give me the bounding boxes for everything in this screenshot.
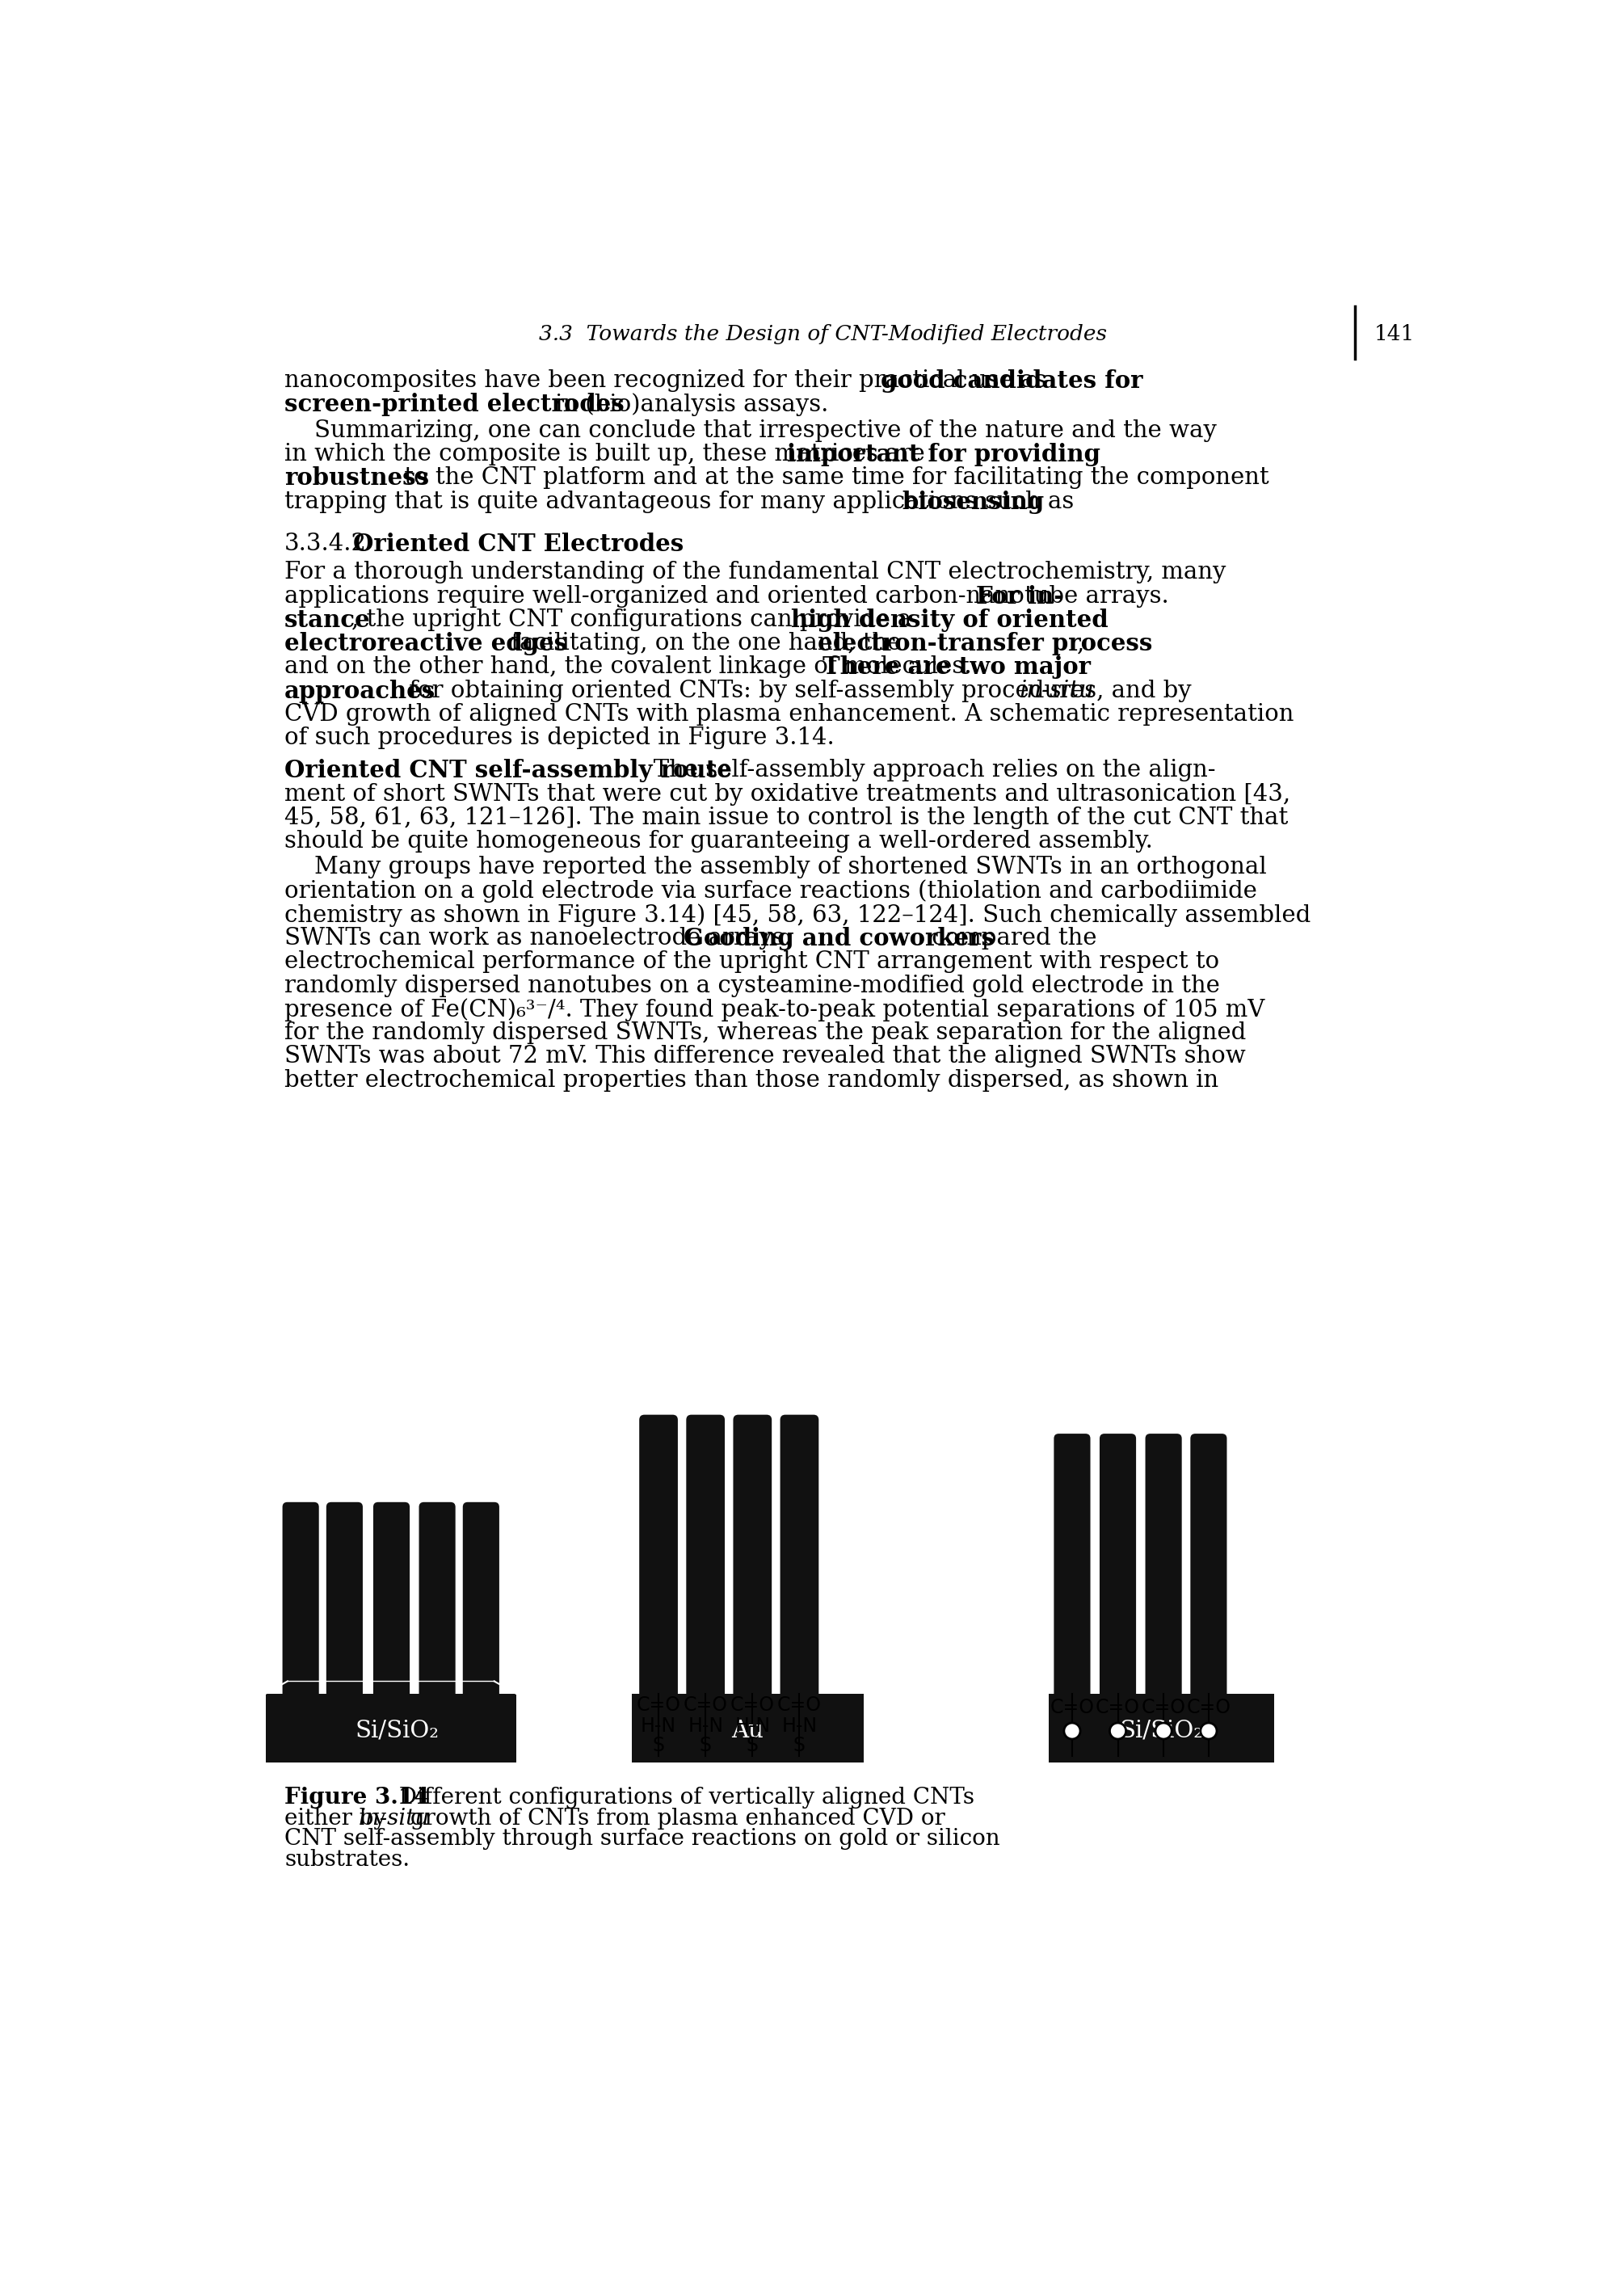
Text: facilitating, on the one hand, the: facilitating, on the one hand, the [503,632,909,655]
Text: in-situ: in-situ [1020,680,1095,701]
Text: electron-transfer process: electron-transfer process [818,632,1153,655]
FancyBboxPatch shape [780,1416,818,1698]
Text: C=O: C=O [1187,1698,1231,1716]
Text: for obtaining oriented CNTs: by self-assembly procedures, and by: for obtaining oriented CNTs: by self-ass… [401,680,1199,701]
Text: nanocomposites have been recognized for their practical use as: nanocomposites have been recognized for … [284,369,1054,392]
Text: substrates.: substrates. [284,1849,409,1869]
Text: 3.3  Towards the Design of CNT-Modified Electrodes: 3.3 Towards the Design of CNT-Modified E… [539,323,1108,344]
Text: to the CNT platform and at the same time for facilitating the component: to the CNT platform and at the same time… [396,467,1268,490]
Text: 45, 58, 61, 63, 121–126]. The main issue to control is the length of the cut CNT: 45, 58, 61, 63, 121–126]. The main issue… [284,806,1288,829]
Text: The self-assembly approach relies on the align-: The self-assembly approach relies on the… [632,758,1216,781]
Text: C=O: C=O [1096,1698,1140,1716]
Text: S: S [700,1737,711,1755]
Text: Si/SiO₂: Si/SiO₂ [356,1721,438,1741]
Bar [632,1693,864,1762]
Text: Oriented CNT self-assembly route: Oriented CNT self-assembly route [284,758,732,784]
Text: C=O: C=O [778,1695,822,1714]
Text: 3.3.4.2: 3.3.4.2 [284,532,367,554]
Text: CNT self-assembly through surface reactions on gold or silicon: CNT self-assembly through surface reacti… [284,1828,1000,1849]
Text: CVD growth of aligned CNTs with plasma enhancement. A schematic representation: CVD growth of aligned CNTs with plasma e… [284,703,1294,726]
Text: S: S [747,1737,758,1755]
Text: growth of CNTs from plasma enhanced CVD or: growth of CNTs from plasma enhanced CVD … [403,1808,945,1828]
Text: For a thorough understanding of the fundamental CNT electrochemistry, many: For a thorough understanding of the fund… [284,561,1226,584]
Text: compared the: compared the [924,928,1096,951]
FancyBboxPatch shape [326,1503,362,1698]
Text: H-N: H-N [687,1716,723,1737]
Text: better electrochemical properties than those randomly dispersed, as shown in: better electrochemical properties than t… [284,1070,1218,1091]
Bar [266,1693,516,1762]
Text: C=O: C=O [1049,1698,1095,1716]
Text: 141: 141 [1374,323,1415,344]
FancyBboxPatch shape [732,1416,771,1698]
Text: trapping that is quite advantageous for many applications such as: trapping that is quite advantageous for … [284,490,1082,513]
Text: approaches: approaches [284,680,435,703]
Text: in which the composite is built up, these matrices are: in which the composite is built up, thes… [284,442,932,465]
Text: electrochemical performance of the upright CNT arrangement with respect to: electrochemical performance of the uprig… [284,951,1220,974]
Ellipse shape [1109,1723,1125,1739]
Ellipse shape [1155,1723,1171,1739]
Text: for the randomly dispersed SWNTs, whereas the peak separation for the aligned: for the randomly dispersed SWNTs, wherea… [284,1022,1246,1045]
Text: There are two major: There are two major [823,655,1091,678]
Text: should be quite homogeneous for guaranteeing a well-ordered assembly.: should be quite homogeneous for guarante… [284,829,1153,852]
Text: S: S [653,1737,664,1755]
Text: Summarizing, one can conclude that irrespective of the nature and the way: Summarizing, one can conclude that irres… [284,419,1216,442]
Text: in-situ: in-situ [359,1808,430,1828]
Text: Different configurations of vertically aligned CNTs: Different configurations of vertically a… [385,1787,974,1810]
Text: Au: Au [732,1721,763,1741]
Text: For in-: For in- [976,584,1064,607]
Text: and on the other hand, the covalent linkage of molecules.: and on the other hand, the covalent link… [284,655,979,678]
FancyBboxPatch shape [687,1416,724,1698]
Text: biosensing: biosensing [901,490,1044,513]
Text: ment of short SWNTs that were cut by oxidative treatments and ultrasonication [4: ment of short SWNTs that were cut by oxi… [284,784,1291,806]
Text: Oriented CNT Electrodes: Oriented CNT Electrodes [354,532,684,557]
Text: screen-printed electrodes: screen-printed electrodes [284,394,624,417]
Text: C=O: C=O [731,1695,775,1714]
Text: Many groups have reported the assembly of shortened SWNTs in an orthogonal: Many groups have reported the assembly o… [284,857,1267,880]
Text: ,: , [1077,632,1085,655]
Text: stance: stance [284,609,370,632]
Text: orientation on a gold electrode via surface reactions (thiolation and carbodiimi: orientation on a gold electrode via surf… [284,880,1257,903]
Text: presence of Fe(CN)₆³⁻/⁴. They found peak-to-peak potential separations of 105 mV: presence of Fe(CN)₆³⁻/⁴. They found peak… [284,999,1265,1022]
Text: C=O: C=O [684,1695,728,1714]
Ellipse shape [1200,1723,1216,1739]
FancyBboxPatch shape [419,1503,455,1698]
Text: robustness: robustness [284,467,429,490]
Text: high density of oriented: high density of oriented [791,609,1108,632]
FancyBboxPatch shape [374,1503,409,1698]
Text: SWNTs can work as nanoelectrode arrays.: SWNTs can work as nanoelectrode arrays. [284,928,799,951]
Text: randomly dispersed nanotubes on a cysteamine-modified gold electrode in the: randomly dispersed nanotubes on a cystea… [284,974,1220,997]
Text: electroreactive edges: electroreactive edges [284,632,567,655]
Text: .: . [1012,490,1020,513]
Text: S: S [794,1737,806,1755]
Text: H-N: H-N [734,1716,770,1737]
Text: chemistry as shown in Figure 3.14) [45, 58, 63, 122–124]. Such chemically assemb: chemistry as shown in Figure 3.14) [45, … [284,903,1311,926]
Text: SWNTs was about 72 mV. This difference revealed that the aligned SWNTs show: SWNTs was about 72 mV. This difference r… [284,1045,1246,1068]
Text: Figure 3.14: Figure 3.14 [284,1787,429,1810]
FancyBboxPatch shape [1145,1434,1182,1698]
FancyBboxPatch shape [640,1416,677,1698]
FancyBboxPatch shape [1190,1434,1226,1698]
Text: Si/SiO₂: Si/SiO₂ [1119,1721,1203,1741]
Text: , the upright CNT configurations can provide a: , the upright CNT configurations can pro… [351,609,919,630]
Text: good candidates for: good candidates for [880,369,1143,394]
Text: of such procedures is depicted in Figure 3.14.: of such procedures is depicted in Figure… [284,726,835,749]
Text: H-N: H-N [781,1716,817,1737]
Text: either by: either by [284,1808,393,1828]
FancyBboxPatch shape [463,1503,499,1698]
FancyBboxPatch shape [1054,1434,1090,1698]
Text: C=O: C=O [1142,1698,1186,1716]
Text: in (bio)analysis assays.: in (bio)analysis assays. [547,394,828,417]
FancyBboxPatch shape [1099,1434,1137,1698]
Text: applications require well-organized and oriented carbon-nanotube arrays.: applications require well-organized and … [284,584,1176,607]
FancyBboxPatch shape [283,1503,318,1698]
Text: H-N: H-N [641,1716,676,1737]
Text: important for providing: important for providing [786,442,1099,467]
Bar [1049,1693,1273,1762]
Ellipse shape [1064,1723,1080,1739]
Text: C=O: C=O [637,1695,680,1714]
Text: Gooding and coworkers: Gooding and coworkers [684,928,994,951]
